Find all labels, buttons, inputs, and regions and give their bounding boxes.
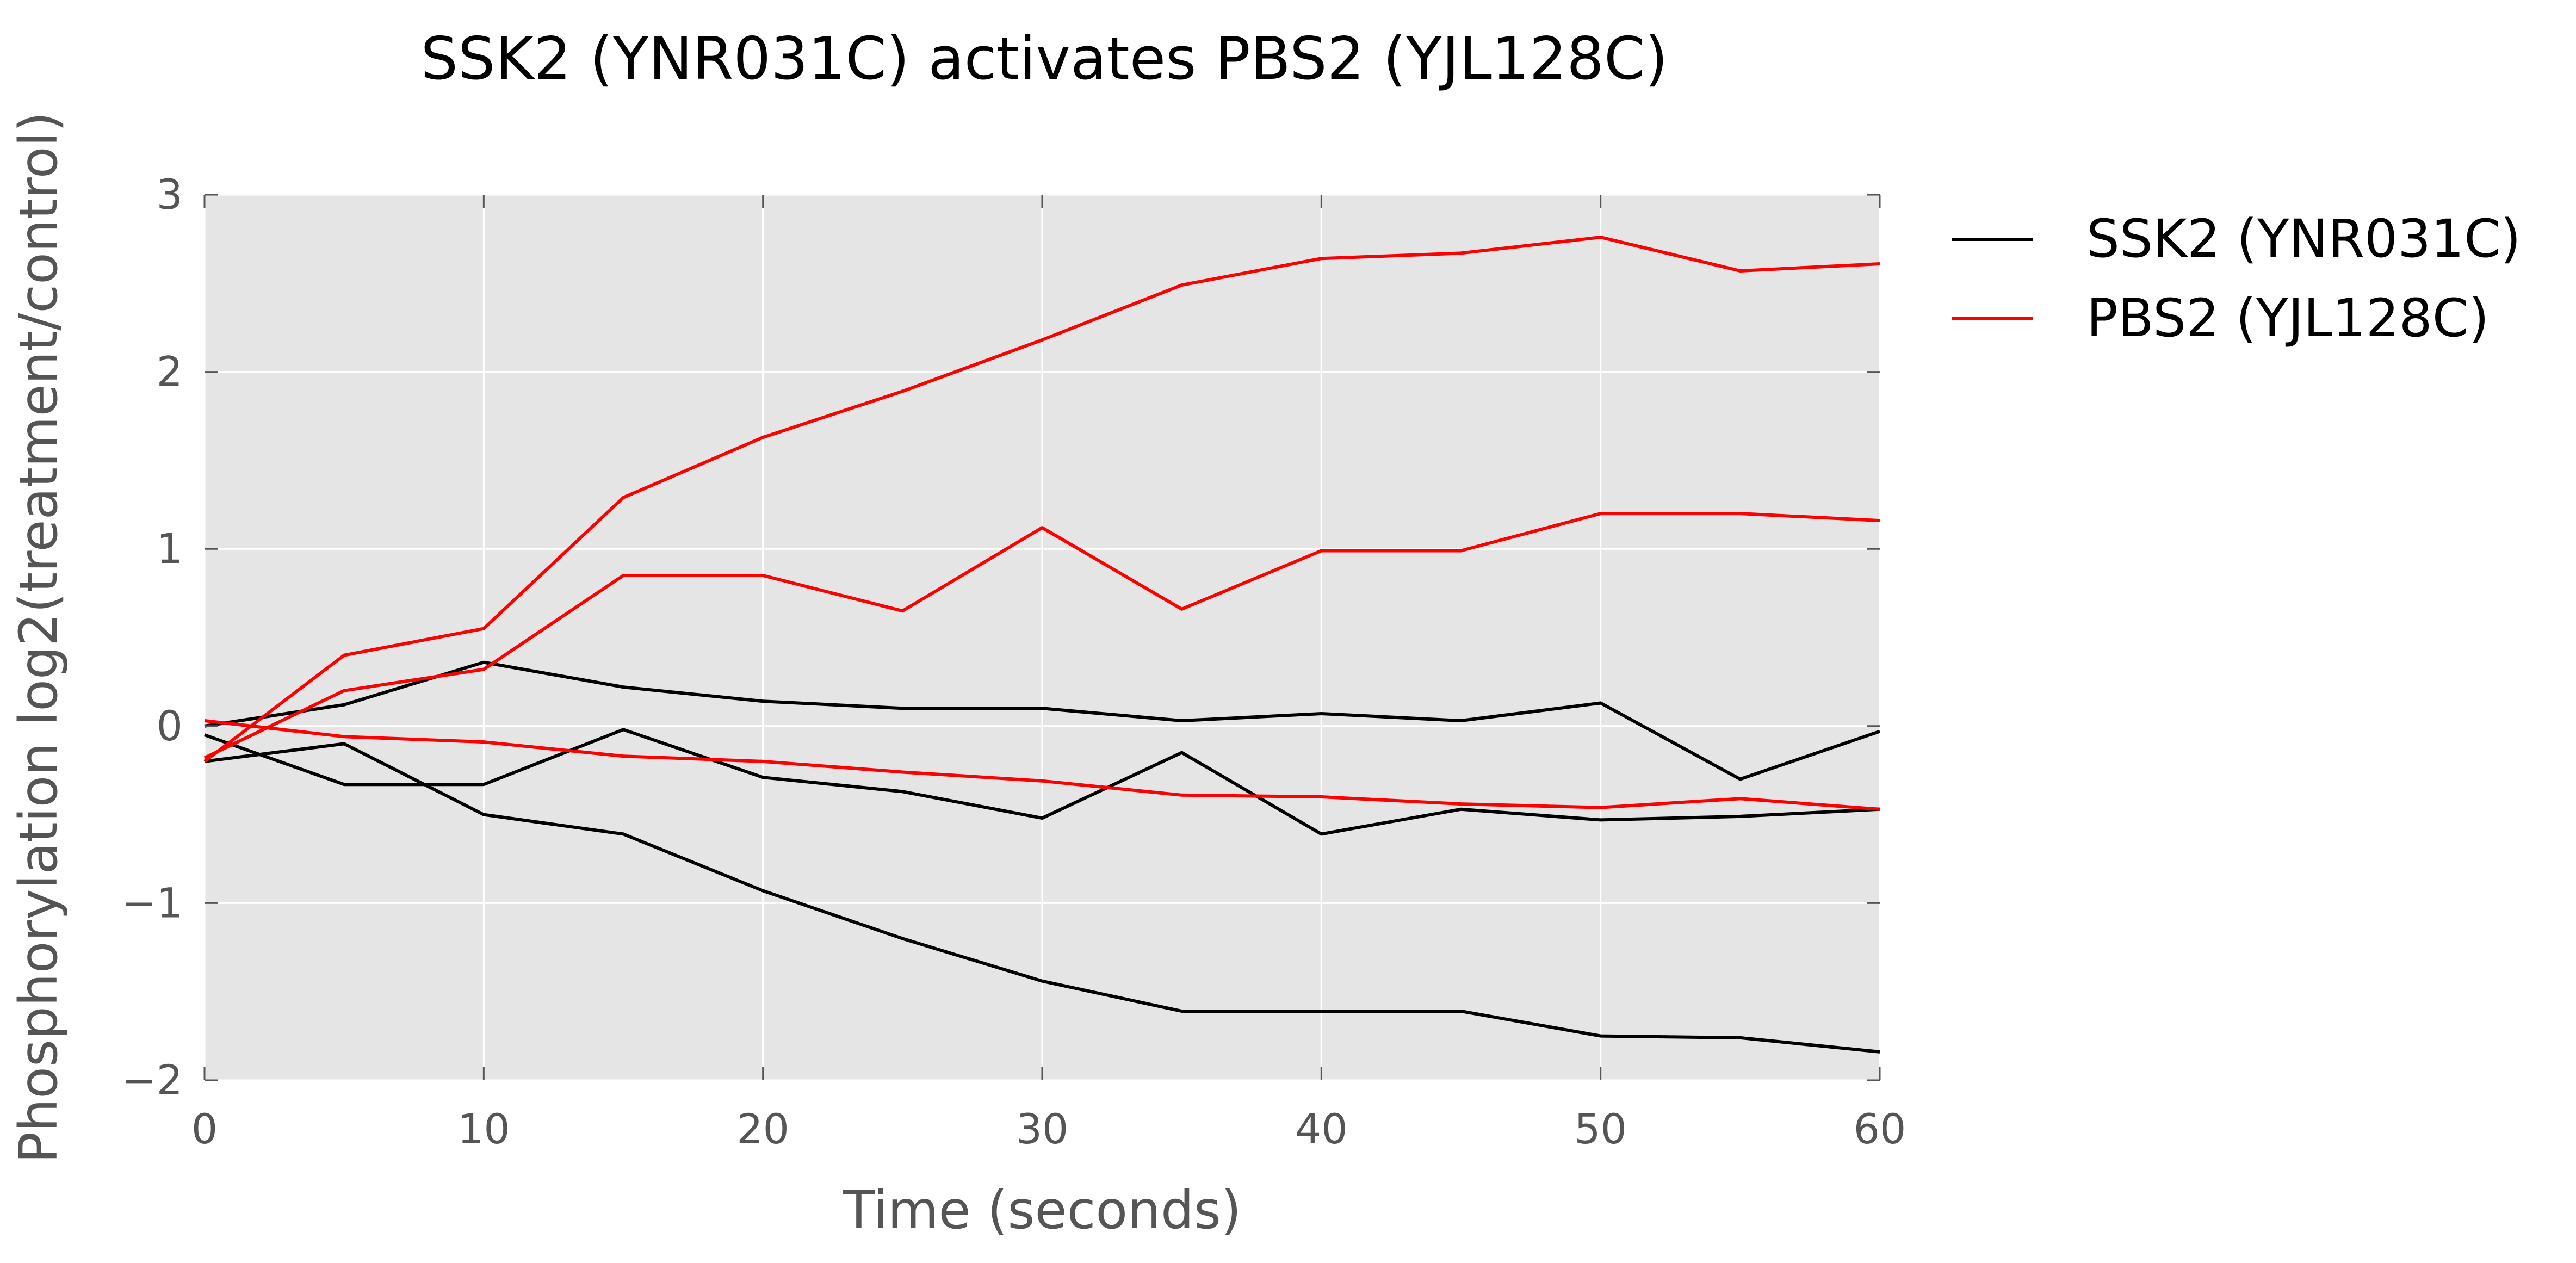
- x-axis-label: Time (seconds): [843, 1180, 1242, 1241]
- series-line-0: [204, 660, 1880, 781]
- x-tick-labels: 0 10 20 30 40 50 60: [191, 1105, 1906, 1153]
- y-tick-label: 1: [157, 524, 183, 573]
- legend: SSK2 (YNR031C) PBS2 (YJL128C): [1952, 208, 2521, 349]
- y-tick-label: −2: [122, 1056, 183, 1104]
- x-tick-label: 20: [736, 1105, 789, 1153]
- y-tick-label: −1: [122, 878, 183, 927]
- x-tick-label: 40: [1295, 1105, 1348, 1153]
- series-layer: [203, 236, 1880, 1054]
- ticks: [203, 194, 1881, 1081]
- x-tick-label: 10: [457, 1105, 510, 1153]
- series-line-5: [204, 719, 1880, 811]
- y-tick-label: 3: [157, 170, 183, 219]
- x-tick-label: 50: [1574, 1105, 1627, 1153]
- legend-label-pbs2: PBS2 (YJL128C): [2086, 288, 2489, 349]
- series-line-1: [204, 742, 1880, 1054]
- x-tick-label: 0: [191, 1105, 218, 1153]
- x-tick-label: 30: [1016, 1105, 1069, 1153]
- legend-label-ssk2: SSK2 (YNR031C): [2086, 208, 2521, 269]
- x-tick-label: 60: [1854, 1105, 1906, 1153]
- series-line-3: [203, 236, 1880, 763]
- chart-title: SSK2 (YNR031C) activates PBS2 (YJL128C): [420, 25, 1668, 93]
- series-line-4: [203, 512, 1880, 760]
- y-axis-label: Phosphorylation log2(treatment/control): [8, 112, 69, 1163]
- series-line-2: [203, 728, 1880, 836]
- y-tick-label: 2: [157, 348, 183, 396]
- y-tick-labels: −2 −1 0 1 2 3: [122, 170, 183, 1104]
- y-tick-label: 0: [157, 702, 183, 750]
